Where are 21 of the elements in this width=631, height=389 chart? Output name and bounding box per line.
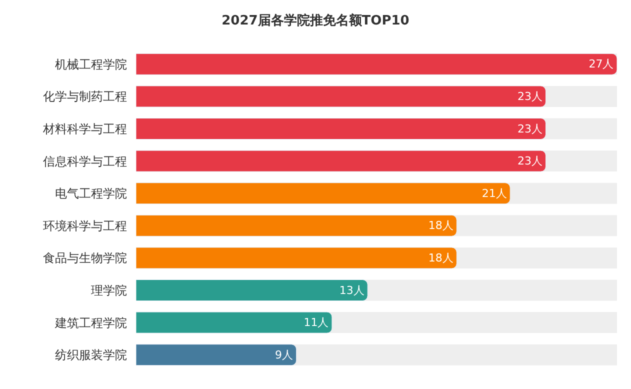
y-tick-label: 环境科学与工程 — [43, 218, 127, 233]
y-tick-label: 食品与生物学院 — [43, 251, 127, 266]
y-tick-label: 化学与制药工程 — [43, 90, 127, 104]
y-tick-label: 材料科学与工程 — [42, 122, 127, 136]
data-label: 21人 — [482, 186, 507, 200]
y-tick-label: 机械工程学院 — [55, 57, 127, 72]
y-tick-label: 纺织服装学院 — [55, 348, 127, 362]
y-tick-label: 电气工程学院 — [55, 186, 127, 201]
data-label: 27人 — [588, 58, 614, 71]
data-label: 11人 — [304, 316, 329, 330]
y-tick-label: 理学院 — [91, 283, 127, 298]
data-label: 13人 — [339, 284, 364, 297]
chart-title: 2027届各学院推免名额TOP10 — [222, 12, 410, 29]
data-label: 23人 — [517, 154, 542, 168]
data-label: 9人 — [275, 348, 294, 362]
data-label: 23人 — [517, 122, 542, 136]
y-tick-label: 信息科学与工程 — [43, 154, 127, 168]
data-label: 23人 — [517, 90, 542, 103]
data-label: 18人 — [428, 251, 454, 264]
data-label: 18人 — [428, 219, 454, 232]
y-tick-label: 建筑工程学院 — [54, 316, 127, 330]
